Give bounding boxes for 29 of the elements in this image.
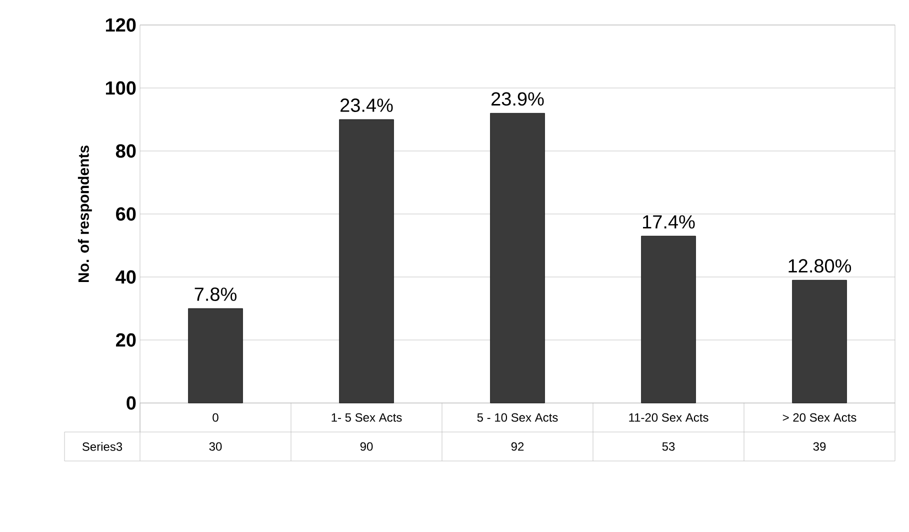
x-tick-label: 11-20 Sex Acts xyxy=(629,413,708,422)
bar xyxy=(188,308,243,404)
x-tick-label: 0 xyxy=(212,413,218,422)
bar xyxy=(641,236,696,404)
bar xyxy=(490,112,545,404)
data-label: 30 xyxy=(209,442,222,451)
data-label: 39 xyxy=(813,442,826,451)
y-tick-label: 20 xyxy=(116,333,136,347)
text: 23.4% xyxy=(340,98,393,112)
x-tick-label: > 20 Sex Acts xyxy=(782,413,856,422)
y-tick-label: 0 xyxy=(126,396,136,410)
text: 7.8% xyxy=(194,288,236,301)
x-tick-label: 5 - 10 Sex Acts xyxy=(477,413,558,422)
y-tick-label: 100 xyxy=(106,81,136,95)
bar xyxy=(792,280,847,404)
bar xyxy=(339,119,394,404)
y-tick-label: 40 xyxy=(116,270,136,284)
data-label: 53 xyxy=(662,442,675,451)
text: 12.80% xyxy=(788,259,852,273)
text: 17.4% xyxy=(643,215,695,229)
y-tick-label: 80 xyxy=(116,144,136,158)
data-label: 92 xyxy=(511,442,524,451)
x-tick-label: 1- 5 Sex Acts xyxy=(332,413,402,422)
text: 23.9% xyxy=(492,92,544,106)
text: Series3 xyxy=(82,442,122,451)
data-label: 90 xyxy=(360,442,373,451)
y-tick-label: 60 xyxy=(116,207,136,221)
y-tick-label: 120 xyxy=(106,18,136,32)
y-axis-title: No. of respondents xyxy=(78,146,92,282)
